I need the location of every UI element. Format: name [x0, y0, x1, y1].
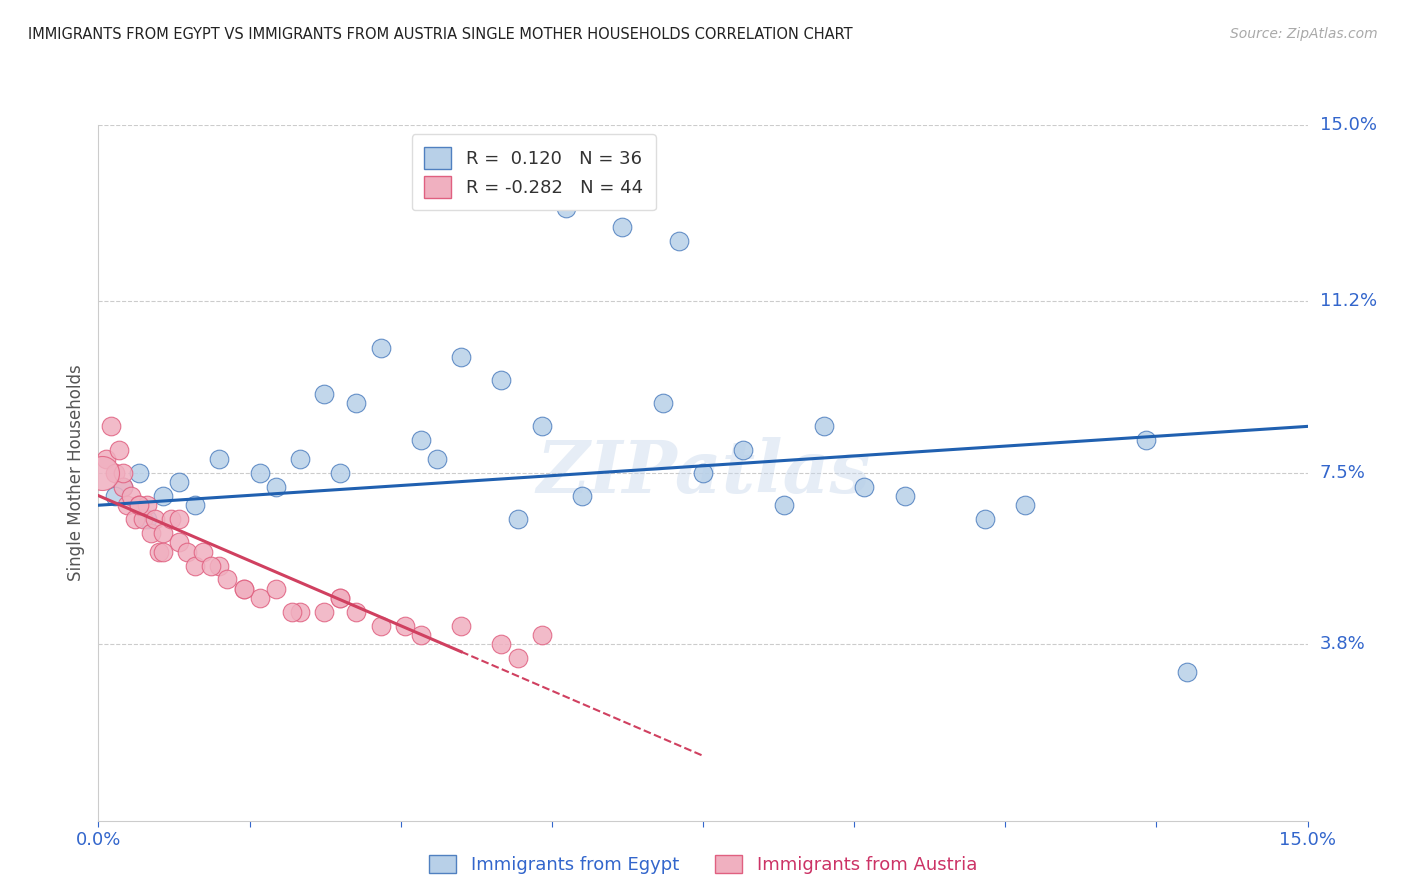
Point	[491, 637, 513, 651]
Point	[91, 466, 114, 480]
Point	[135, 498, 157, 512]
Point	[132, 512, 155, 526]
Point	[100, 419, 122, 434]
Point	[974, 512, 997, 526]
Point	[612, 219, 634, 234]
Point	[370, 619, 392, 633]
Point	[329, 591, 352, 605]
Point	[1175, 665, 1198, 680]
Point	[692, 466, 714, 480]
Point	[176, 544, 198, 558]
Text: Source: ZipAtlas.com: Source: ZipAtlas.com	[1230, 27, 1378, 41]
Point	[450, 350, 472, 364]
Y-axis label: Single Mother Households: Single Mother Households	[66, 365, 84, 581]
Point	[167, 512, 190, 526]
Point	[200, 558, 222, 573]
Point	[344, 396, 367, 410]
Point	[506, 651, 529, 665]
Point	[208, 558, 231, 573]
Point	[232, 582, 254, 596]
Point	[103, 489, 125, 503]
Point	[506, 512, 529, 526]
Point	[128, 498, 150, 512]
Point	[651, 396, 673, 410]
Point	[208, 451, 231, 466]
Point	[733, 442, 755, 457]
Legend: Immigrants from Egypt, Immigrants from Austria: Immigrants from Egypt, Immigrants from A…	[420, 846, 986, 883]
Point	[184, 558, 207, 573]
Point	[139, 526, 162, 541]
Point	[329, 591, 352, 605]
Text: 3.8%: 3.8%	[1320, 635, 1365, 653]
Point	[193, 544, 215, 558]
Point	[1014, 498, 1036, 512]
Point	[314, 387, 336, 401]
Text: IMMIGRANTS FROM EGYPT VS IMMIGRANTS FROM AUSTRIA SINGLE MOTHER HOUSEHOLDS CORREL: IMMIGRANTS FROM EGYPT VS IMMIGRANTS FROM…	[28, 27, 853, 42]
Point	[111, 466, 134, 480]
Text: ZIPatlas: ZIPatlas	[536, 437, 870, 508]
Text: 15.0%: 15.0%	[1320, 116, 1376, 134]
Point	[281, 605, 304, 619]
Text: 7.5%: 7.5%	[1320, 464, 1365, 482]
Point	[450, 619, 472, 633]
Point	[148, 544, 170, 558]
Point	[426, 451, 449, 466]
Point	[530, 419, 553, 434]
Point	[184, 498, 207, 512]
Point	[135, 512, 157, 526]
Legend: R =  0.120   N = 36, R = -0.282   N = 44: R = 0.120 N = 36, R = -0.282 N = 44	[412, 134, 655, 211]
Point	[249, 466, 271, 480]
Point	[555, 202, 578, 216]
Point	[772, 498, 794, 512]
Text: 11.2%: 11.2%	[1320, 293, 1376, 310]
Point	[344, 605, 367, 619]
Point	[107, 442, 129, 457]
Point	[288, 605, 311, 619]
Point	[249, 591, 271, 605]
Point	[111, 480, 134, 494]
Point	[232, 582, 254, 596]
Point	[152, 489, 174, 503]
Point	[409, 434, 432, 448]
Point	[394, 619, 416, 633]
Point	[853, 480, 876, 494]
Point	[124, 512, 146, 526]
Point	[103, 466, 125, 480]
Point	[668, 234, 690, 248]
Point	[264, 480, 287, 494]
Point	[893, 489, 915, 503]
Point	[160, 512, 183, 526]
Point	[120, 489, 142, 503]
Point	[115, 498, 138, 512]
Point	[571, 489, 593, 503]
Point	[143, 512, 166, 526]
Point	[152, 526, 174, 541]
Point	[288, 451, 311, 466]
Point	[128, 466, 150, 480]
Point	[409, 628, 432, 642]
Point	[1135, 434, 1157, 448]
Point	[813, 419, 835, 434]
Point	[152, 544, 174, 558]
Point	[96, 451, 118, 466]
Point	[264, 582, 287, 596]
Point	[128, 498, 150, 512]
Point	[111, 480, 134, 494]
Point	[217, 573, 239, 587]
Point	[329, 466, 352, 480]
Point	[530, 628, 553, 642]
Point	[491, 373, 513, 387]
Point	[370, 341, 392, 355]
Point	[167, 475, 190, 489]
Point	[167, 535, 190, 549]
Point	[314, 605, 336, 619]
